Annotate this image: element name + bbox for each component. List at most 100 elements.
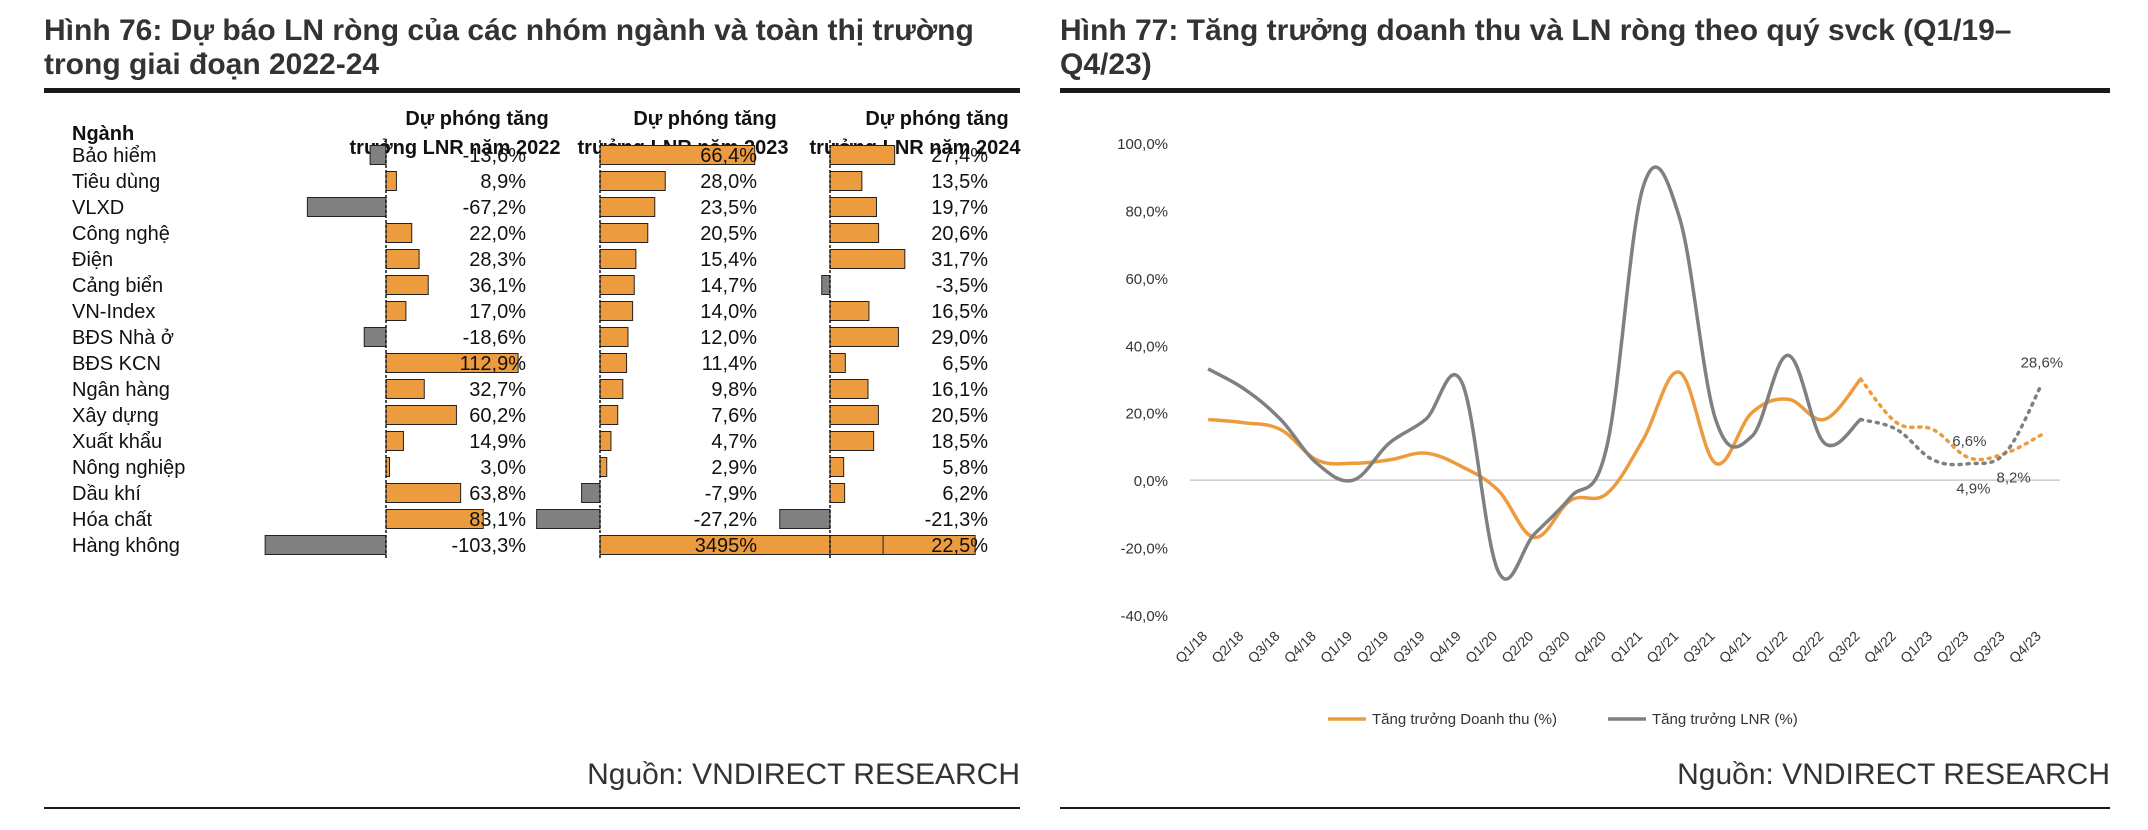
x-tick-label: Q3/20 [1534, 628, 1572, 666]
series-line-actual [1207, 165, 1862, 581]
bar [599, 327, 629, 347]
bar-value-label: 3495% [695, 535, 757, 557]
figure-77-line-chart: -40,0% -20,0% 0,0% 20,0% 40,0% 60,0% 80,0% 100,… [1117, 136, 2064, 728]
bar [779, 509, 831, 529]
bar-value-label: -18,6% [463, 327, 527, 349]
bar-value-label: 6,5% [942, 353, 988, 375]
x-tick-label: Q1/22 [1752, 628, 1790, 666]
x-tick-label: Q3/22 [1824, 628, 1862, 666]
bar [829, 431, 875, 451]
figure-76-bottom-rule [44, 807, 1020, 809]
bar [829, 249, 906, 269]
category-label: BĐS KCN [72, 353, 161, 375]
x-tick-label: Q1/23 [1897, 628, 1935, 666]
category-label: BĐS Nhà ở [72, 327, 174, 349]
data-annotation-label: 4,9% [1956, 481, 1990, 498]
x-tick-label: Q3/23 [1969, 628, 2007, 666]
bar [385, 301, 407, 321]
y-tick-label: 40,0% [1125, 338, 1168, 355]
bar [599, 431, 612, 451]
bar-value-label: 16,5% [931, 301, 988, 323]
x-tick-label: Q4/22 [1861, 628, 1899, 666]
bar [385, 509, 484, 529]
bar-value-label: 36,1% [469, 275, 526, 297]
bar [599, 535, 976, 555]
category-label: Xuất khẩu [72, 431, 162, 453]
x-tick-label: Q2/21 [1643, 628, 1681, 666]
figure-76-source: Nguồn: VNDIRECT RESEARCH [587, 758, 1020, 791]
category-label: Điện [72, 249, 113, 271]
series-header-line1: Dự phóng tăng [865, 108, 1008, 130]
x-tick-label: Q3/19 [1389, 628, 1427, 666]
x-tick-label: Q3/18 [1244, 628, 1282, 666]
bar-value-label: -3,5% [936, 275, 988, 297]
bar-value-label: 4,7% [711, 431, 757, 453]
bar-value-label: 60,2% [469, 405, 526, 427]
bar [599, 171, 666, 191]
bar-value-label: 20,5% [700, 223, 757, 245]
x-tick-label: Q4/19 [1426, 628, 1464, 666]
bar-value-label: 27,4% [931, 145, 988, 167]
legend-label: Tăng trưởng Doanh thu (%) [1372, 711, 1557, 728]
bar [599, 353, 628, 373]
bar [385, 223, 413, 243]
bar-value-label: 28,0% [700, 171, 757, 193]
bar [599, 223, 649, 243]
bar [829, 301, 870, 321]
bar-value-label: -67,2% [463, 197, 527, 219]
category-label: Xây dựng [72, 405, 159, 427]
bar-value-label: 14,0% [700, 301, 757, 323]
bar [829, 483, 846, 503]
data-annotation-label: 6,6% [1952, 433, 1986, 450]
category-label: VN-Index [72, 301, 155, 323]
bar-value-label: 6,2% [942, 483, 988, 505]
y-tick-label: 60,0% [1125, 271, 1168, 288]
bar [829, 457, 845, 477]
x-tick-label: Q2/23 [1933, 628, 1971, 666]
bar-value-label: -13,6% [463, 145, 527, 167]
bar [385, 249, 420, 269]
bar [829, 145, 896, 165]
bar [829, 327, 899, 347]
bar-value-label: 23,5% [700, 197, 757, 219]
bar-value-label: 112,9% [460, 353, 527, 375]
x-tick-label: Q2/18 [1208, 628, 1246, 666]
bar [385, 171, 397, 191]
bar [599, 249, 637, 269]
figure-77-title-line2: Q4/23) [1060, 48, 1152, 81]
bar-value-label: 3,0% [480, 457, 526, 479]
series-line-forecast [1858, 381, 2044, 467]
y-tick-label: 20,0% [1125, 406, 1168, 423]
bar-value-label: 5,8% [942, 457, 988, 479]
figure-76-top-rule [44, 88, 1020, 93]
figure-76-bar-chart: Ngành Dự phóng tăng trưởng LNR năm 2022 Dự … [72, 108, 1021, 560]
category-label: Công nghệ [72, 223, 170, 245]
bar-value-label: 20,6% [931, 223, 988, 245]
category-label: Nông nghiệp [72, 457, 185, 479]
x-tick-label: Q4/21 [1716, 628, 1754, 666]
bar [599, 197, 656, 217]
x-tick-label: Q4/20 [1571, 628, 1609, 666]
y-tick-label: 0,0% [1134, 473, 1168, 490]
bar-value-label: 22,5% [931, 535, 988, 557]
x-tick-label: Q2/20 [1498, 628, 1536, 666]
series-line-actual [1207, 370, 1862, 540]
series-header-line2: trưởng LNR năm 2022 [350, 137, 561, 159]
bar [599, 405, 619, 425]
y-tick-label: 80,0% [1125, 203, 1168, 220]
y-tick-label: -20,0% [1120, 541, 1168, 558]
x-tick-label: Q2/19 [1353, 628, 1391, 666]
figure-77-source: Nguồn: VNDIRECT RESEARCH [1677, 758, 2110, 791]
category-label: Cảng biển [72, 275, 163, 297]
bar [599, 275, 635, 295]
bar [829, 197, 877, 217]
y-tick-label: 100,0% [1117, 136, 1168, 153]
bar-value-label: 8,9% [480, 171, 526, 193]
bar-value-label: -7,9% [705, 483, 757, 505]
bar-value-label: 29,0% [931, 327, 988, 349]
bar [363, 327, 387, 347]
bar-value-label: 16,1% [931, 379, 988, 401]
data-annotation-label: 28,6% [2021, 355, 2064, 372]
bar [829, 535, 884, 555]
series-header-line1: Dự phóng tăng [405, 108, 548, 130]
